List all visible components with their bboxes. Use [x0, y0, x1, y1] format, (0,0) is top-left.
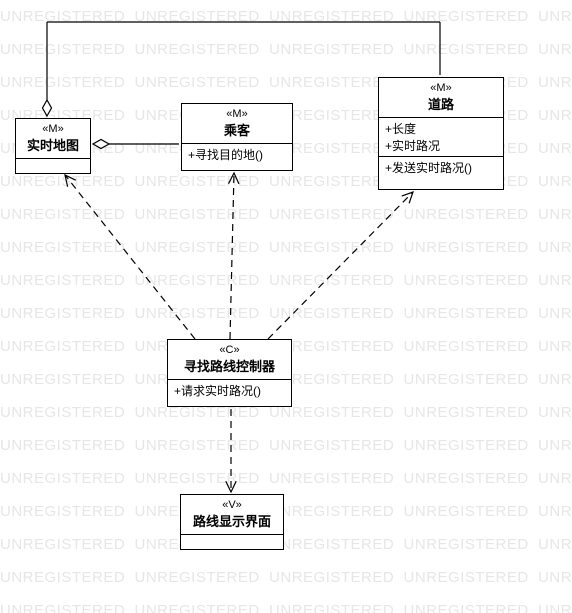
- class-name: 乘客: [188, 120, 286, 139]
- operation: +发送实时路况(): [379, 157, 503, 178]
- stereotype: «M»: [188, 108, 286, 120]
- class-name: 道路: [385, 94, 497, 113]
- attribute: +长度: [385, 120, 497, 137]
- class-road: «M» 道路 +长度 +实时路况 +发送实时路况(): [378, 77, 504, 190]
- stereotype: «C»: [174, 344, 285, 356]
- operation: +请求实时路况(): [168, 380, 291, 401]
- class-controller: «C» 寻找路线控制器 +请求实时路况(): [167, 339, 292, 407]
- class-name: 路线显示界面: [187, 511, 277, 530]
- attribute: +实时路况: [385, 137, 497, 154]
- class-name: 寻找路线控制器: [174, 356, 285, 375]
- class-passenger: «M» 乘客 +寻找目的地(): [181, 103, 293, 171]
- class-view: «V» 路线显示界面: [180, 494, 284, 550]
- attributes-compartment: +长度 +实时路况: [379, 118, 503, 157]
- stereotype: «M»: [385, 82, 497, 94]
- empty-compartment: [181, 535, 283, 549]
- stereotype: «M»: [22, 123, 84, 135]
- operation: +寻找目的地(): [182, 144, 292, 165]
- class-name: 实时地图: [22, 135, 84, 154]
- empty-compartment: [16, 159, 90, 173]
- stereotype: «V»: [187, 499, 277, 511]
- diagram-canvas: UNREGISTERED UNREGISTERED UNREGISTERED U…: [0, 0, 572, 613]
- class-realtime-map: «M» 实时地图: [15, 118, 91, 174]
